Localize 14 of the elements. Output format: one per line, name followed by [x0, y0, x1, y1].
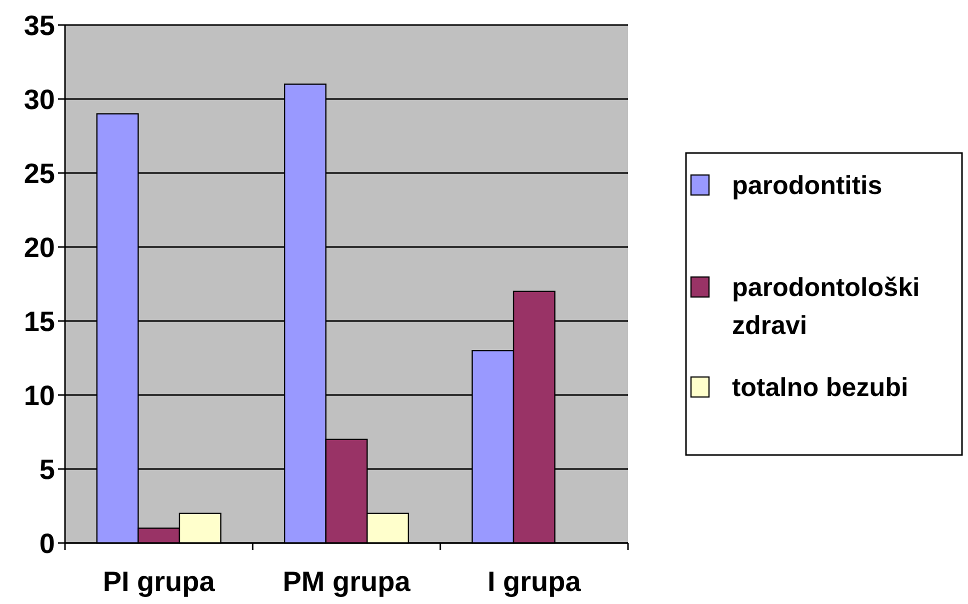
y-tick-label: 20	[24, 232, 55, 263]
x-tick-label: I grupa	[487, 566, 582, 597]
y-tick-label: 15	[24, 306, 55, 337]
legend-label: totalno bezubi	[732, 372, 908, 402]
x-tick-label: PI grupa	[102, 566, 216, 597]
legend-label: parodontitis	[732, 170, 882, 200]
x-tick-label: PM grupa	[282, 566, 411, 597]
y-tick-label: 35	[24, 10, 55, 41]
y-tick-label: 25	[24, 158, 55, 189]
y-tick-label: 30	[24, 84, 55, 115]
y-tick-label: 0	[39, 528, 55, 559]
y-tick-label: 10	[24, 380, 55, 411]
legend-label: parodontološki zdravi	[732, 272, 920, 340]
y-tick-label: 5	[39, 454, 55, 485]
